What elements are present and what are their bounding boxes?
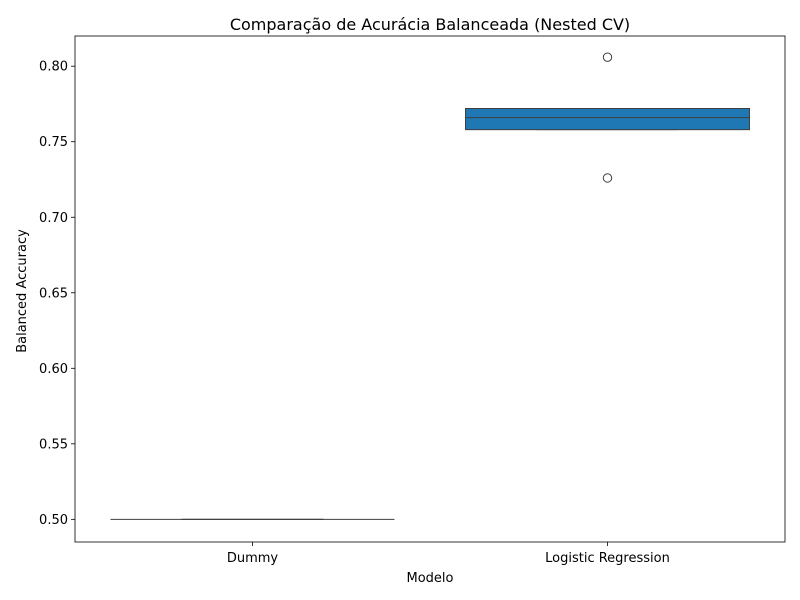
chart-title: Comparação de Acurácia Balanceada (Neste… [230,15,630,34]
outlier-point [602,173,613,183]
y-tick-label: 0.80 [39,60,68,75]
x-tick-label: Dummy [227,551,279,566]
y-tick-label: 0.65 [39,286,68,301]
x-tick-label: Logistic Regression [545,551,670,566]
plot-area: 0.50 0.55 0.60 0.65 0.70 0.75 0.80 Dummy Logisti… [39,35,786,566]
outlier-point [602,52,613,62]
box-body [465,108,750,131]
y-tick-label: 0.75 [39,135,68,150]
y-axis-label: Balanced Accuracy [15,229,30,353]
y-tick-label: 0.60 [39,362,68,377]
plot-frame [74,35,786,543]
x-axis-label: Modelo [407,571,454,586]
y-tick-label: 0.55 [39,437,68,452]
y-tick-label: 0.70 [39,211,68,226]
y-tick-label: 0.50 [39,513,68,528]
